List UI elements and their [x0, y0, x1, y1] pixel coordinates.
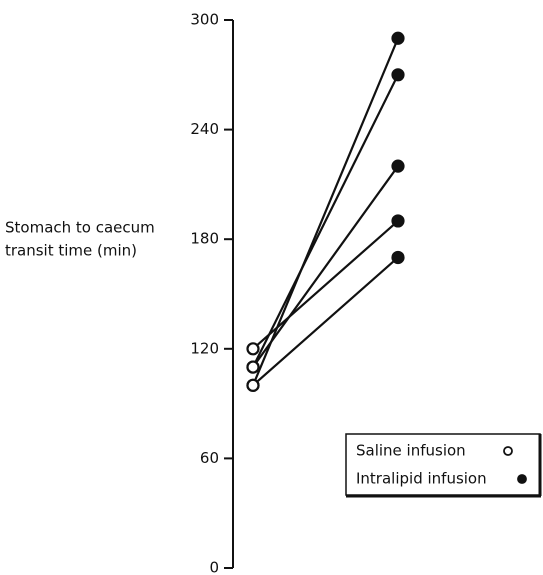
subject-line	[251, 37, 400, 386]
legend-label: Intralipid infusion	[356, 470, 487, 488]
subject-line	[252, 165, 399, 368]
subject-line	[252, 220, 399, 350]
y-axis-label: transit time (min)	[5, 242, 137, 260]
y-tick-label: 60	[200, 449, 219, 467]
y-tick-label: 0	[209, 559, 219, 575]
y-tick-label: 180	[190, 230, 219, 248]
saline-point	[246, 378, 260, 392]
y-tick-label: 240	[190, 120, 219, 138]
intralipid-point	[391, 159, 405, 173]
intralipid-point	[391, 31, 405, 45]
saline-point	[246, 360, 260, 374]
intralipid-point	[391, 68, 405, 82]
legend-marker	[517, 474, 527, 484]
legend-marker	[503, 446, 513, 456]
intralipid-point	[391, 250, 405, 265]
subject-line	[252, 74, 399, 368]
y-tick-label: 120	[190, 339, 219, 357]
legend-label: Saline infusion	[356, 442, 466, 460]
intralipid-point	[391, 214, 405, 228]
y-axis-label: Stomach to caecum	[5, 219, 155, 237]
saline-point	[246, 342, 260, 356]
y-tick-label: 300	[190, 11, 219, 29]
subject-line	[252, 256, 399, 387]
